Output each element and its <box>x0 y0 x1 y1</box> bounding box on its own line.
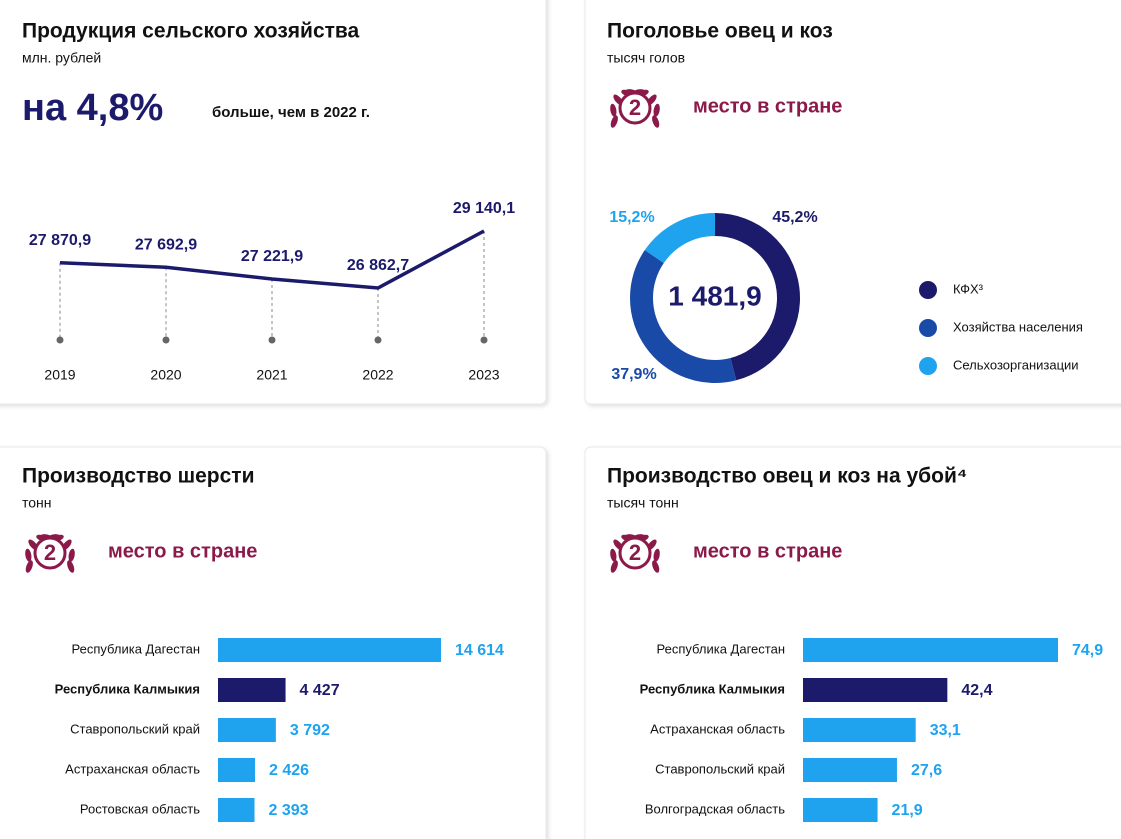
laurel-leaf <box>610 103 617 117</box>
data-label: 29 140,1 <box>453 200 515 217</box>
rank-number: 2 <box>44 540 56 565</box>
x-tick-label: 2023 <box>468 367 499 383</box>
rank-label: место в стране <box>693 540 842 562</box>
panel-subtitle: тысяч голов <box>607 50 685 66</box>
bar <box>803 758 897 782</box>
data-label: 27,6 <box>911 762 942 779</box>
rank-number: 2 <box>629 95 641 120</box>
category-label: Ростовская область <box>80 801 200 816</box>
laurel-leaf <box>25 548 32 562</box>
category-label: Республика Калмыкия <box>55 681 200 696</box>
tick-dot <box>162 336 170 344</box>
data-label: 2 426 <box>269 762 309 779</box>
category-label: Ставропольский край <box>655 761 785 776</box>
category-label: Ставропольский край <box>70 721 200 736</box>
bar <box>218 758 256 782</box>
bar <box>218 638 441 662</box>
laurel-leaf <box>610 115 618 128</box>
data-label: 42,4 <box>961 682 992 699</box>
bar <box>803 718 916 742</box>
donut-segment <box>630 250 737 383</box>
category-label: Астраханская область <box>65 761 200 776</box>
tick-dot <box>374 336 382 344</box>
rank-label: место в стране <box>108 540 257 562</box>
rank-badge: 2 <box>610 534 660 573</box>
data-label: 33,1 <box>930 722 961 739</box>
rank-number: 2 <box>629 540 641 565</box>
data-label: 26 862,7 <box>347 257 409 274</box>
x-tick-label: 2019 <box>44 367 75 383</box>
laurel-leaf <box>653 103 660 117</box>
center-label: 1 481,9 <box>668 280 761 311</box>
data-label: 27 870,9 <box>29 232 91 249</box>
headline: на 4,8% <box>22 87 163 129</box>
data-label: 21,9 <box>892 802 923 819</box>
rank-label: место в стране <box>693 95 842 117</box>
category-label: Республика Дагестан <box>657 641 785 656</box>
rank-badge: 2 <box>610 89 660 128</box>
legend-marker <box>919 281 937 299</box>
bar <box>218 718 276 742</box>
rank-badge: 2 <box>25 534 75 573</box>
headline-note: больше, чем в 2022 г. <box>212 104 370 121</box>
x-tick-label: 2020 <box>150 367 181 383</box>
panel-subtitle: тысяч тонн <box>607 495 679 511</box>
card <box>0 0 547 405</box>
legend-marker <box>919 319 937 337</box>
x-tick-label: 2021 <box>256 367 287 383</box>
rank-circle <box>618 91 652 125</box>
data-label: 14 614 <box>455 642 504 659</box>
laurel-leaf <box>25 560 33 573</box>
bar <box>803 638 1058 662</box>
laurel-leaf <box>67 560 75 573</box>
category-label: Волгоградская область <box>645 801 785 816</box>
laurel-leaf <box>653 548 660 562</box>
panel-title: Производство овец и коз на убой⁴ <box>607 465 967 488</box>
donut-segment <box>715 213 800 381</box>
legend-label: Сельхозорганизации <box>953 357 1079 372</box>
legend-marker <box>919 357 937 375</box>
laurel-leaf <box>610 548 617 562</box>
data-label: 27 221,9 <box>241 248 303 265</box>
tick-dot <box>480 336 488 344</box>
category-label: Республика Калмыкия <box>640 681 785 696</box>
category-label: Республика Дагестан <box>72 641 200 656</box>
data-label: 45,2% <box>772 209 817 226</box>
bar <box>218 678 286 702</box>
data-label: 2 393 <box>269 802 309 819</box>
x-tick-label: 2022 <box>362 367 393 383</box>
laurel-leaf <box>68 548 75 562</box>
laurel-leaf <box>652 560 660 573</box>
laurel-leaf <box>610 560 618 573</box>
data-label: 27 692,9 <box>135 236 197 253</box>
bar <box>803 798 878 822</box>
data-label: 37,9% <box>611 366 656 383</box>
panel-title: Производство шерсти <box>22 465 254 488</box>
tick-dot <box>268 336 276 344</box>
card <box>584 0 1121 405</box>
panel-title: Продукция сельского хозяйства <box>22 20 360 43</box>
panel-subtitle: млн. рублей <box>22 50 101 66</box>
rank-circle <box>33 536 67 570</box>
rank-circle <box>618 536 652 570</box>
donut-segment <box>644 213 715 264</box>
line <box>59 229 485 290</box>
bar <box>803 678 948 702</box>
data-label: 74,9 <box>1072 642 1103 659</box>
data-label: 15,2% <box>609 209 654 226</box>
legend-label: КФХ³ <box>953 281 984 296</box>
bar <box>218 798 255 822</box>
data-label: 4 427 <box>300 682 340 699</box>
panel-title: Поголовье овец и коз <box>607 20 833 43</box>
data-label: 3 792 <box>290 722 330 739</box>
legend-label: Хозяйства населения <box>953 319 1083 334</box>
tick-dot <box>56 336 64 344</box>
laurel-leaf <box>652 115 660 128</box>
panel-subtitle: тонн <box>22 495 52 511</box>
category-label: Астраханская область <box>650 721 785 736</box>
